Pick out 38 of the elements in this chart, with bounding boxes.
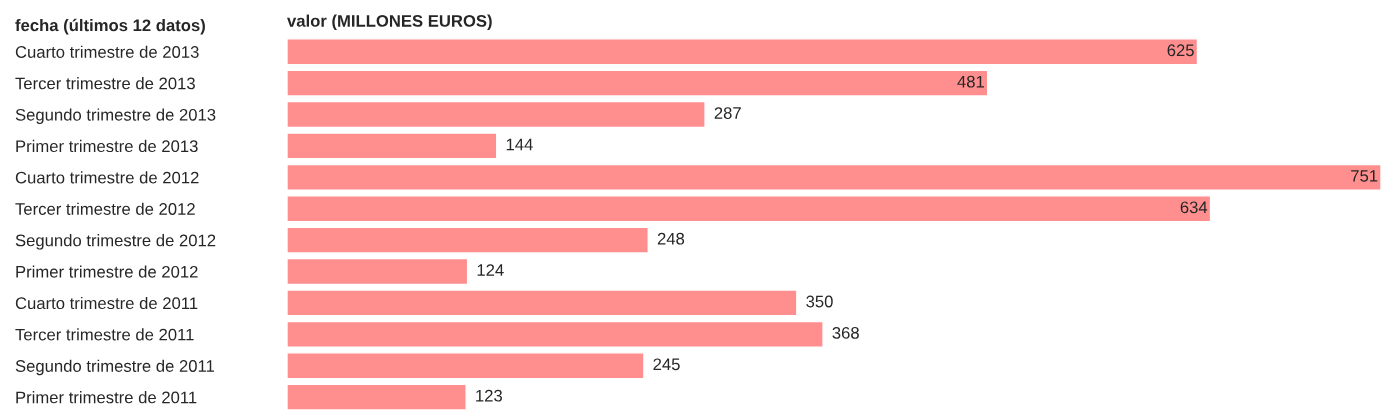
y-tick-label: Primer trimestre de 2013	[16, 139, 198, 153]
bar	[287, 383, 467, 410]
y-tick-label: Cuarto trimestre de 2012	[15, 171, 199, 184]
y-tick-label: Tercer trimestre de 2011	[15, 328, 194, 341]
bar	[287, 320, 824, 348]
y-tick-label: Segundo trimestre de 2011	[15, 359, 215, 376]
bar	[287, 226, 649, 254]
y-tick-label: Primer trimestre de 2011	[16, 391, 197, 404]
data-label: 634	[1180, 201, 1208, 214]
y-tick-label: Cuarto trimestre de 2011	[15, 296, 198, 310]
y-tick-label: Cuarto trimestre de 2013	[15, 45, 199, 58]
data-label: 481	[957, 75, 984, 88]
bar	[287, 132, 498, 160]
y-tick-label: Segundo trimestre de 2013	[15, 108, 216, 124]
data-label: 287	[714, 107, 741, 119]
bar	[287, 195, 1212, 223]
y-tick-label: Tercer trimestre de 2013	[15, 77, 195, 90]
data-label: 751	[1351, 170, 1378, 182]
x-axis-title: valor (MILLONES EUROS)	[287, 14, 492, 31]
data-label: 368	[832, 326, 859, 339]
y-tick-label: Segundo trimestre de 2012	[15, 234, 216, 250]
y-tick-label: Primer trimestre de 2012	[16, 265, 198, 278]
y-tick-label: Tercer trimestre de 2012	[15, 202, 195, 215]
data-label: 123	[476, 389, 502, 402]
bar	[287, 352, 645, 380]
bar	[287, 163, 1381, 191]
data-label: 350	[806, 295, 833, 308]
data-label: 245	[653, 358, 680, 371]
bar	[287, 257, 469, 286]
bar	[287, 289, 798, 317]
data-label: 248	[657, 232, 685, 245]
data-label: 124	[477, 264, 504, 276]
bar	[287, 69, 989, 97]
data-label: 625	[1167, 44, 1194, 57]
y-axis-title: fecha (últimos 12 datos)	[15, 18, 205, 35]
bar	[287, 100, 706, 129]
data-label: 144	[506, 138, 533, 151]
bar	[287, 38, 1199, 66]
